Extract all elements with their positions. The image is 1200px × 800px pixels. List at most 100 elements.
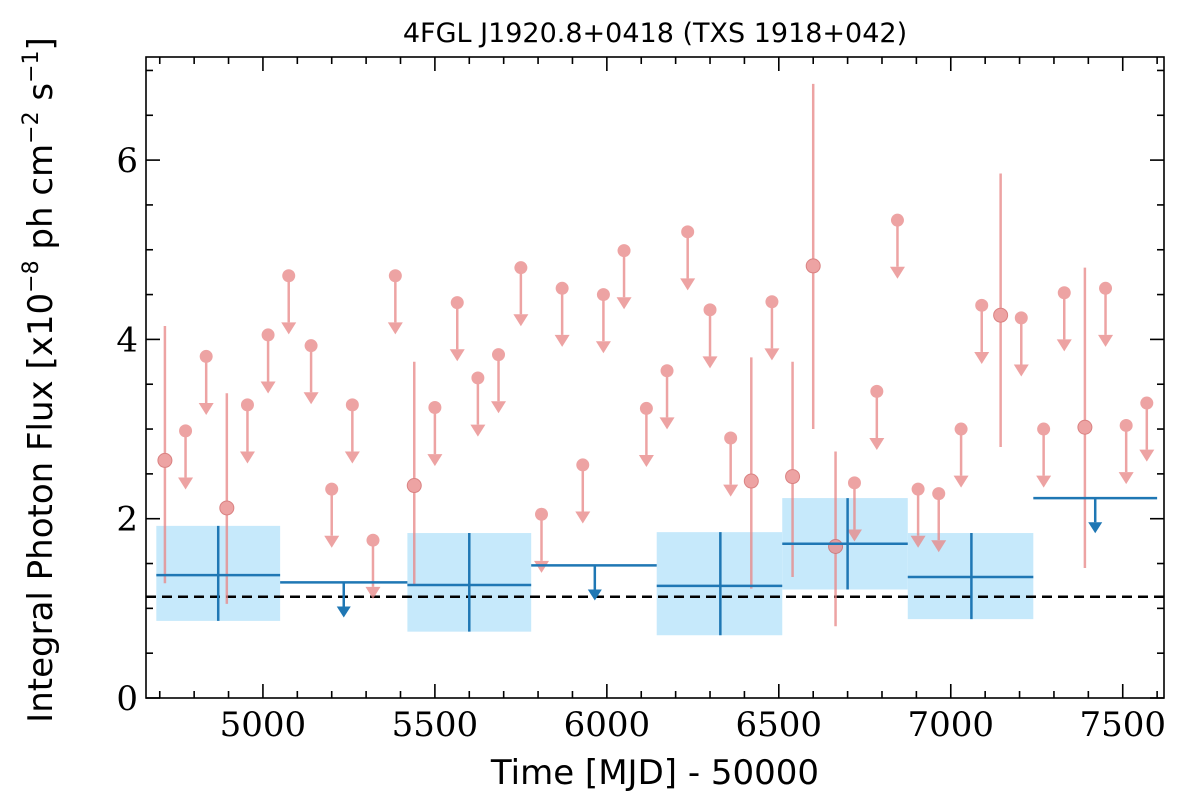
short-bin-upper-limit-point <box>282 269 296 283</box>
y-axis-title-exp1: −8 <box>19 260 44 292</box>
short-bin-upper-limit-arrowhead <box>239 451 255 464</box>
short-bin-upper-limit-point <box>535 507 549 521</box>
short-bin-upper-limit-24 <box>723 431 739 497</box>
x-tick-label-2: 6000 <box>564 705 651 745</box>
long-bin-detection-0 <box>156 525 281 621</box>
short-bin-upper-limit-arrowhead <box>365 586 381 599</box>
short-bin-upper-limit-14 <box>513 261 529 327</box>
short-bin-upper-limit-point <box>325 482 339 496</box>
short-bin-upper-limit-7 <box>344 398 360 464</box>
short-bin-upper-limit-16 <box>554 281 570 347</box>
short-bin-upper-limit-27 <box>869 384 885 451</box>
short-bin-upper-limit-point <box>1014 311 1028 325</box>
short-bin-upper-limit-arrowhead <box>513 314 529 327</box>
short-bin-upper-limit-arrowhead <box>869 438 885 451</box>
short-bin-upper-limit-point <box>179 424 193 438</box>
short-bin-detection-3 <box>743 357 759 589</box>
short-bin-upper-limit-arrowhead <box>889 266 905 279</box>
short-bin-upper-limit-point <box>1037 422 1051 436</box>
short-bin-upper-limit-point <box>890 213 904 227</box>
short-bin-upper-limit-28 <box>889 213 905 279</box>
short-bin-detection-point <box>157 452 173 468</box>
short-bin-upper-limit-32 <box>974 298 990 364</box>
short-bin-upper-limit-36 <box>1098 281 1114 347</box>
short-bin-upper-limit-25 <box>764 295 780 361</box>
short-bin-upper-limit-point <box>975 298 989 312</box>
short-bin-upper-limit-arrowhead <box>723 484 739 497</box>
short-bin-upper-limit-34 <box>1036 422 1052 488</box>
long-bin-detection-1 <box>407 533 532 632</box>
long-bin-detection-2 <box>656 532 783 636</box>
short-bin-detection-point <box>406 478 422 494</box>
short-bin-upper-limit-point <box>199 349 213 363</box>
short-bin-upper-limit-0 <box>178 424 194 490</box>
short-bin-upper-limit-point <box>428 401 442 415</box>
plot-frame <box>145 56 1165 699</box>
short-bin-upper-limit-point <box>492 348 506 362</box>
short-bin-detection-2 <box>406 361 422 586</box>
short-bin-upper-limit-11 <box>449 296 465 362</box>
long-bin-upper-limit-0 <box>280 581 408 618</box>
short-bin-upper-limit-arrowhead <box>931 540 947 553</box>
y-axis-title: Integral Photon Flux [x10−8 ph cm−2 s−1] <box>19 37 61 723</box>
short-bin-upper-limit-point <box>660 364 674 378</box>
short-bin-upper-limit-point <box>388 269 402 283</box>
short-bin-upper-limit-22 <box>680 225 696 291</box>
short-bin-upper-limit-arrowhead <box>1036 475 1052 488</box>
short-bin-upper-limit-21 <box>659 364 675 430</box>
short-bin-upper-limit-point <box>1140 396 1154 410</box>
y-tick-label-0: 0 <box>116 679 138 719</box>
short-bin-upper-limit-arrowhead <box>595 341 611 354</box>
short-bin-upper-limit-point <box>681 225 695 239</box>
short-bin-upper-limit-point <box>240 398 254 412</box>
short-bin-upper-limit-point <box>555 281 569 295</box>
short-bin-detection-point <box>1077 419 1093 435</box>
short-bin-upper-limit-29 <box>910 482 926 548</box>
short-bin-upper-limit-point <box>1099 281 1113 295</box>
short-bin-upper-limit-point <box>576 458 590 472</box>
short-bin-upper-limit-17 <box>575 458 591 524</box>
short-bin-upper-limit-point <box>870 384 884 398</box>
short-bin-upper-limit-point <box>596 288 610 302</box>
short-bin-upper-limit-point <box>639 401 653 415</box>
short-bin-upper-limit-arrowhead <box>491 401 507 414</box>
short-bin-upper-limit-arrowhead <box>470 424 486 437</box>
y-axis-title-mid2: s <box>21 83 61 112</box>
y-tick-label-3: 6 <box>116 141 138 181</box>
short-bin-upper-limit-arrowhead <box>659 417 675 430</box>
long-bin-upper-limit-1 <box>531 564 657 601</box>
short-bin-upper-limit-15 <box>534 507 550 573</box>
short-bin-upper-limit-arrowhead <box>554 334 570 347</box>
short-bin-upper-limit-point <box>304 339 318 353</box>
short-bin-upper-limit-arrowhead <box>178 477 194 490</box>
short-bin-upper-limit-12 <box>470 371 486 437</box>
short-bin-upper-limit-arrowhead <box>1013 364 1029 377</box>
y-axis-title-exp3: −1 <box>19 50 44 82</box>
long-bin-upper-limit-arrowhead <box>587 589 602 601</box>
short-bin-upper-limit-26 <box>846 476 862 542</box>
short-bin-upper-limit-point <box>703 303 717 317</box>
y-tick-label-2: 4 <box>116 320 138 360</box>
short-bin-upper-limit-arrowhead <box>1056 339 1072 352</box>
short-bin-detection-point <box>993 307 1009 323</box>
short-bin-upper-limit-point <box>366 533 380 547</box>
short-bin-detection-point <box>219 500 235 516</box>
short-bin-upper-limit-point <box>724 431 738 445</box>
short-bin-upper-limit-point <box>345 398 359 412</box>
short-bin-upper-limit-9 <box>387 269 403 335</box>
short-bin-upper-limit-3 <box>260 328 276 394</box>
short-bin-upper-limit-4 <box>281 269 297 335</box>
short-bin-detection-0 <box>157 325 173 584</box>
short-bin-upper-limit-point <box>1119 418 1133 432</box>
short-bin-upper-limit-arrowhead <box>449 349 465 362</box>
short-bin-upper-limit-20 <box>638 401 654 468</box>
short-bin-detection-8 <box>1077 267 1093 569</box>
short-bin-upper-limit-arrowhead <box>1098 334 1114 347</box>
short-bin-detection-7 <box>993 173 1009 447</box>
short-bin-upper-limit-35 <box>1056 286 1072 352</box>
short-bin-upper-limit-18 <box>595 288 611 354</box>
short-bin-upper-limit-30 <box>931 487 947 553</box>
short-bin-upper-limit-5 <box>303 339 319 405</box>
short-bin-detection-4 <box>785 361 801 577</box>
